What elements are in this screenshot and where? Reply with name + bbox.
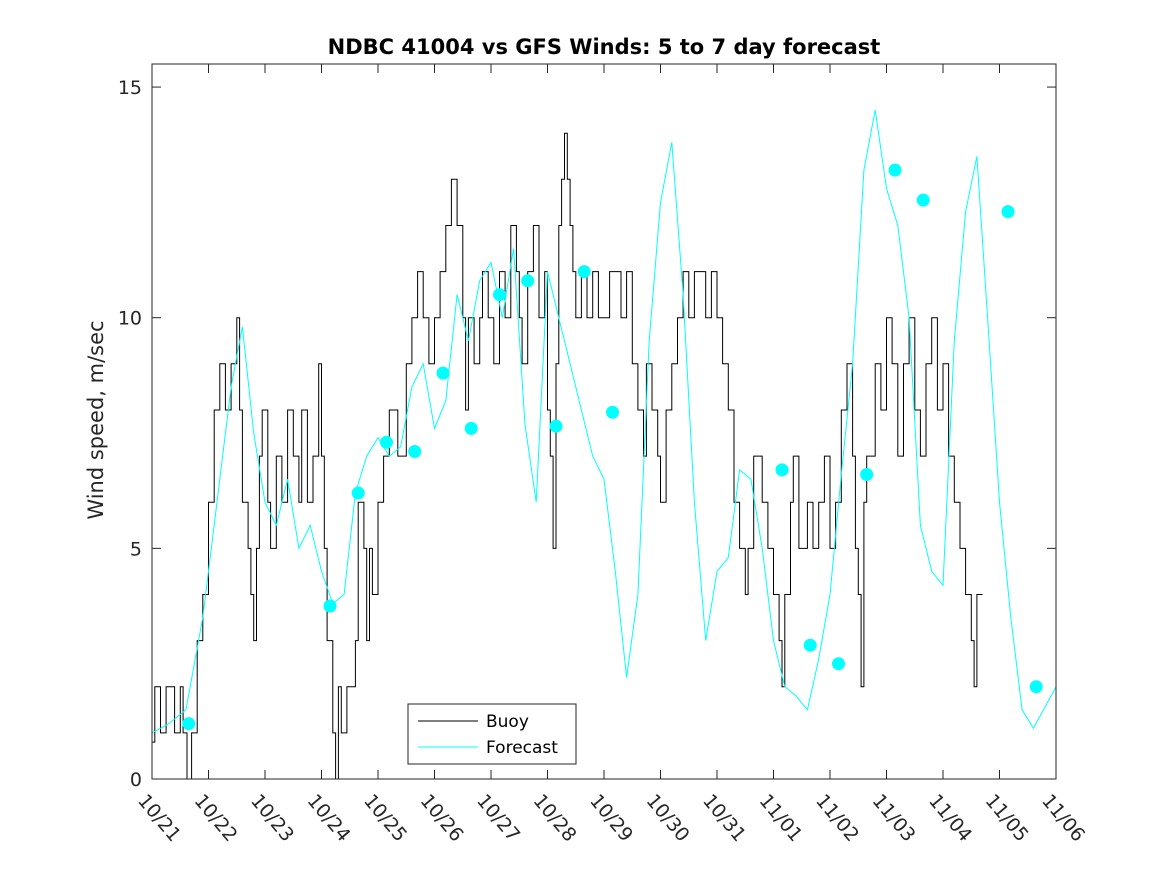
legend-box: [407, 703, 577, 765]
series-line-buoy: [152, 132, 983, 780]
forecast-point-14: [832, 657, 845, 671]
legend-label-buoy: Buoy: [486, 712, 529, 732]
forecast-markers: [182, 163, 1043, 731]
forecast-point-12: [775, 463, 789, 477]
forecast-point-16: [888, 163, 902, 177]
forecast-point-17: [916, 193, 930, 207]
forecast-point-4: [408, 445, 422, 458]
y-tick-label-0: 0: [130, 769, 142, 791]
forecast-point-9: [549, 419, 563, 433]
forecast-point-7: [493, 288, 506, 302]
forecast-point-10: [577, 265, 591, 279]
y-tick-label-1: 5: [130, 538, 142, 560]
forecast-point-1: [323, 599, 337, 613]
y-tick-label-3: 15: [118, 77, 142, 99]
chart-title: NDBC 41004 vs GFS Winds: 5 to 7 day fore…: [328, 35, 881, 59]
plot-area: [152, 64, 1056, 779]
forecast-point-8: [521, 274, 535, 288]
forecast-point-18: [1001, 205, 1015, 219]
series-line-forecast: [151, 110, 1057, 734]
series-layer: [151, 110, 1057, 780]
forecast-point-15: [860, 468, 874, 481]
legend-label-forecast: Forecast: [486, 738, 558, 758]
forecast-point-19: [1029, 680, 1043, 694]
forecast-point-2: [351, 486, 365, 500]
forecast-point-0: [182, 717, 196, 731]
forecast-point-6: [464, 421, 478, 435]
forecast-point-3: [380, 435, 393, 449]
y-tick-label-2: 10: [118, 308, 142, 330]
forecast-point-13: [803, 638, 817, 652]
forecast-point-11: [606, 405, 619, 419]
y-axis-label: Wind speed, m/sec: [84, 320, 108, 519]
legend: Buoy Forecast: [407, 703, 577, 765]
forecast-point-5: [436, 366, 450, 380]
